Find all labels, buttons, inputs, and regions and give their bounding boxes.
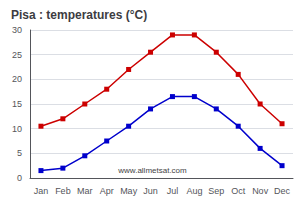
svg-text:25: 25	[12, 50, 22, 60]
svg-text:Jul: Jul	[167, 186, 179, 196]
svg-text:May: May	[120, 186, 138, 196]
svg-text:Dec: Dec	[274, 186, 291, 196]
svg-text:5: 5	[17, 148, 22, 158]
svg-text:Nov: Nov	[252, 186, 269, 196]
svg-text:Apr: Apr	[100, 186, 114, 196]
svg-text:15: 15	[12, 99, 22, 109]
svg-text:www.allmetsat.com: www.allmetsat.com	[117, 166, 187, 175]
svg-text:Feb: Feb	[55, 186, 71, 196]
svg-text:30: 30	[12, 25, 22, 35]
svg-text:Jan: Jan	[34, 186, 49, 196]
svg-text:Pisa : temperatures (°C): Pisa : temperatures (°C)	[11, 8, 147, 22]
svg-text:Jun: Jun	[143, 186, 158, 196]
svg-text:20: 20	[12, 74, 22, 84]
svg-text:Oct: Oct	[231, 186, 246, 196]
svg-text:Aug: Aug	[186, 186, 202, 196]
svg-text:10: 10	[12, 124, 22, 134]
svg-text:Mar: Mar	[77, 186, 93, 196]
svg-text:0: 0	[17, 173, 22, 183]
svg-text:Sep: Sep	[208, 186, 224, 196]
